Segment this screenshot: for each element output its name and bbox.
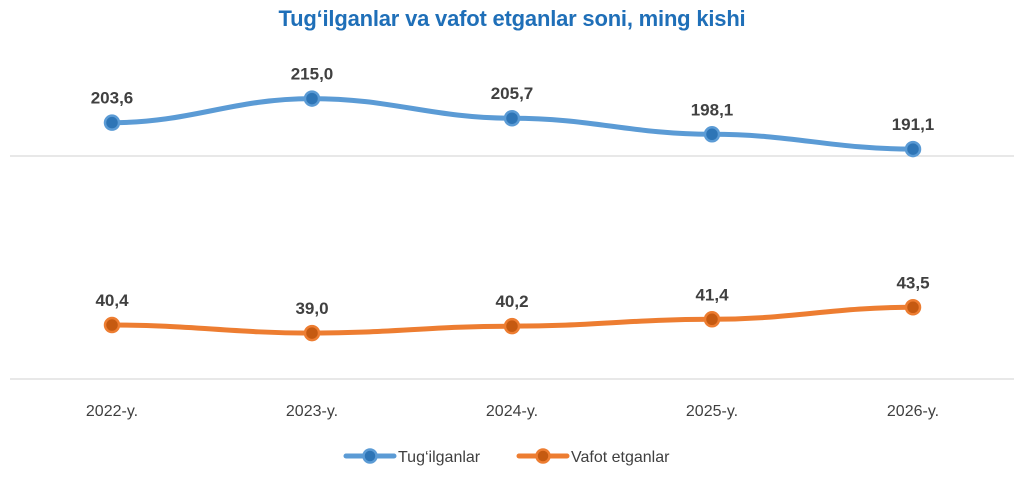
data-point-1-2 (503, 317, 521, 335)
data-label-0-2: 205,7 (491, 84, 534, 103)
x-tick-label-2: 2024-y. (486, 403, 538, 420)
x-tick-label-4: 2026-y. (887, 403, 939, 420)
data-point-0-3 (703, 126, 721, 143)
data-point-1-4 (904, 299, 922, 316)
data-label-0-4: 191,1 (892, 115, 935, 134)
data-point-0-2 (503, 109, 521, 127)
legend-swatch-marker-0 (362, 448, 378, 464)
data-label-1-0: 40,4 (95, 291, 129, 310)
legend-swatch-marker-1 (535, 448, 551, 464)
data-point-1-1 (303, 324, 321, 342)
chart-title: Tug‘ilganlar va vafot etganlar soni, min… (278, 6, 746, 31)
data-label-1-2: 40,2 (495, 292, 528, 311)
data-point-0-0 (103, 114, 121, 131)
data-label-0-1: 215,0 (291, 65, 334, 84)
x-tick-label-0: 2022-y. (86, 403, 138, 420)
data-label-0-3: 198,1 (691, 100, 734, 119)
legend-item-1: Vafot etganlar (516, 448, 670, 466)
data-label-1-4: 43,5 (896, 273, 929, 292)
x-tick-label-3: 2025-y. (686, 403, 738, 420)
data-point-1-3 (703, 311, 721, 328)
data-label-0-0: 203,6 (91, 89, 134, 108)
data-label-1-3: 41,4 (695, 285, 729, 304)
legend-item-0: Tug‘ilganlar (343, 448, 481, 466)
data-point-0-1 (303, 90, 321, 107)
x-tick-label-1: 2023-y. (286, 403, 338, 420)
legend-label-1: Vafot etganlar (571, 449, 670, 466)
data-point-1-0 (103, 316, 121, 334)
data-label-1-1: 39,0 (295, 299, 328, 318)
data-point-0-4 (904, 140, 922, 158)
legend-label-0: Tug‘ilganlar (398, 449, 481, 466)
